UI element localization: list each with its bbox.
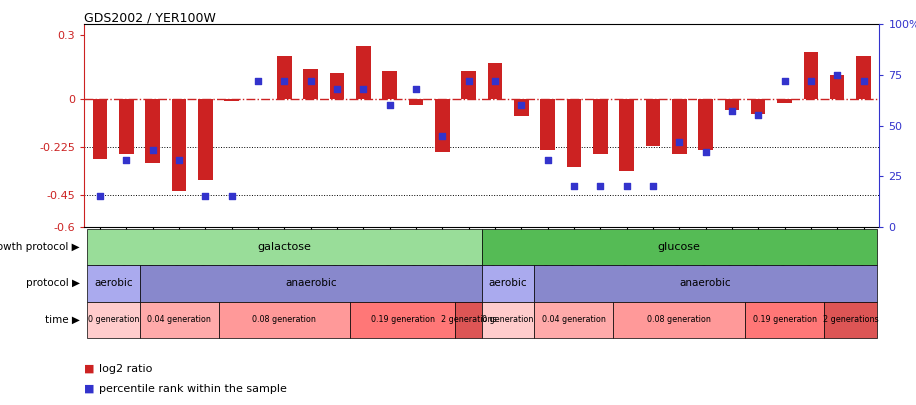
Bar (540, 99, 555, 150)
Point (224, 193, 239, 200)
Bar (803, 52, 818, 99)
Point (356, 86, 371, 92)
Text: 0.08 generation: 0.08 generation (253, 315, 316, 324)
Bar (725, 99, 739, 110)
Bar (219, 302, 350, 338)
Point (856, 78, 871, 84)
Point (698, 149, 713, 155)
Point (303, 78, 318, 84)
Bar (139, 302, 219, 338)
Bar (382, 71, 397, 99)
Text: ■: ■ (84, 364, 94, 373)
Bar (330, 73, 344, 99)
Text: 2 generations: 2 generations (441, 315, 496, 324)
Text: log2 ratio: log2 ratio (99, 364, 152, 373)
Text: ■: ■ (84, 384, 94, 394)
Bar (303, 69, 318, 99)
Point (567, 183, 582, 190)
Bar (409, 99, 423, 105)
Point (487, 78, 502, 84)
Text: aerobic: aerobic (94, 279, 133, 288)
Point (462, 78, 476, 84)
Point (593, 183, 607, 190)
Bar (224, 99, 239, 101)
Point (778, 78, 792, 84)
Bar (119, 99, 134, 154)
Bar (198, 99, 213, 180)
Text: anaerobic: anaerobic (285, 279, 336, 288)
Bar (350, 302, 455, 338)
Bar (534, 302, 614, 338)
Bar (87, 265, 139, 302)
Point (803, 78, 818, 84)
Point (251, 78, 266, 84)
Bar (751, 99, 766, 114)
Bar (87, 302, 139, 338)
Text: glucose: glucose (658, 242, 701, 252)
Point (146, 147, 160, 153)
Bar (824, 302, 877, 338)
Text: 0.04 generation: 0.04 generation (147, 315, 211, 324)
Point (171, 157, 186, 163)
Bar (455, 302, 482, 338)
Bar (830, 75, 845, 99)
Bar (619, 99, 634, 171)
Bar (646, 99, 660, 146)
Bar (435, 99, 450, 152)
Bar (514, 99, 529, 116)
Point (725, 108, 739, 115)
Bar (482, 302, 534, 338)
Point (119, 157, 134, 163)
Bar (614, 302, 745, 338)
Bar (356, 46, 371, 99)
Text: 0.19 generation: 0.19 generation (371, 315, 435, 324)
Bar (482, 265, 534, 302)
Point (409, 86, 423, 92)
Text: 0.04 generation: 0.04 generation (542, 315, 605, 324)
Bar (462, 71, 476, 99)
Bar (856, 56, 871, 99)
Bar (593, 99, 607, 154)
Point (619, 183, 634, 190)
Text: 0 generation: 0 generation (483, 315, 534, 324)
Bar (87, 229, 482, 265)
Point (330, 86, 344, 92)
Bar (567, 99, 581, 167)
Bar (278, 56, 291, 99)
Bar (487, 63, 502, 99)
Bar (698, 99, 713, 150)
Point (540, 157, 555, 163)
Bar (172, 99, 186, 191)
Text: protocol ▶: protocol ▶ (26, 279, 80, 288)
Text: aerobic: aerobic (489, 279, 528, 288)
Point (435, 132, 450, 139)
Bar (778, 99, 791, 103)
Bar (146, 99, 160, 163)
Text: percentile rank within the sample: percentile rank within the sample (99, 384, 287, 394)
Bar (93, 99, 107, 159)
Point (751, 112, 766, 119)
Point (646, 183, 660, 190)
Text: time ▶: time ▶ (45, 315, 80, 325)
Text: 0 generation: 0 generation (88, 315, 139, 324)
Bar (672, 99, 686, 154)
Point (830, 72, 845, 78)
Point (672, 139, 687, 145)
Text: 0.08 generation: 0.08 generation (648, 315, 711, 324)
Bar (745, 302, 824, 338)
Point (198, 193, 213, 200)
Text: growth protocol ▶: growth protocol ▶ (0, 242, 80, 252)
Text: 0.19 generation: 0.19 generation (753, 315, 816, 324)
Bar (482, 229, 877, 265)
Point (277, 78, 291, 84)
Text: anaerobic: anaerobic (680, 279, 731, 288)
Text: GDS2002 / YER100W: GDS2002 / YER100W (84, 11, 216, 24)
Text: 2 generations: 2 generations (823, 315, 878, 324)
Bar (139, 265, 482, 302)
Text: galactose: galactose (257, 242, 311, 252)
Point (514, 102, 529, 109)
Point (93, 193, 107, 200)
Point (382, 102, 397, 109)
Bar (534, 265, 877, 302)
